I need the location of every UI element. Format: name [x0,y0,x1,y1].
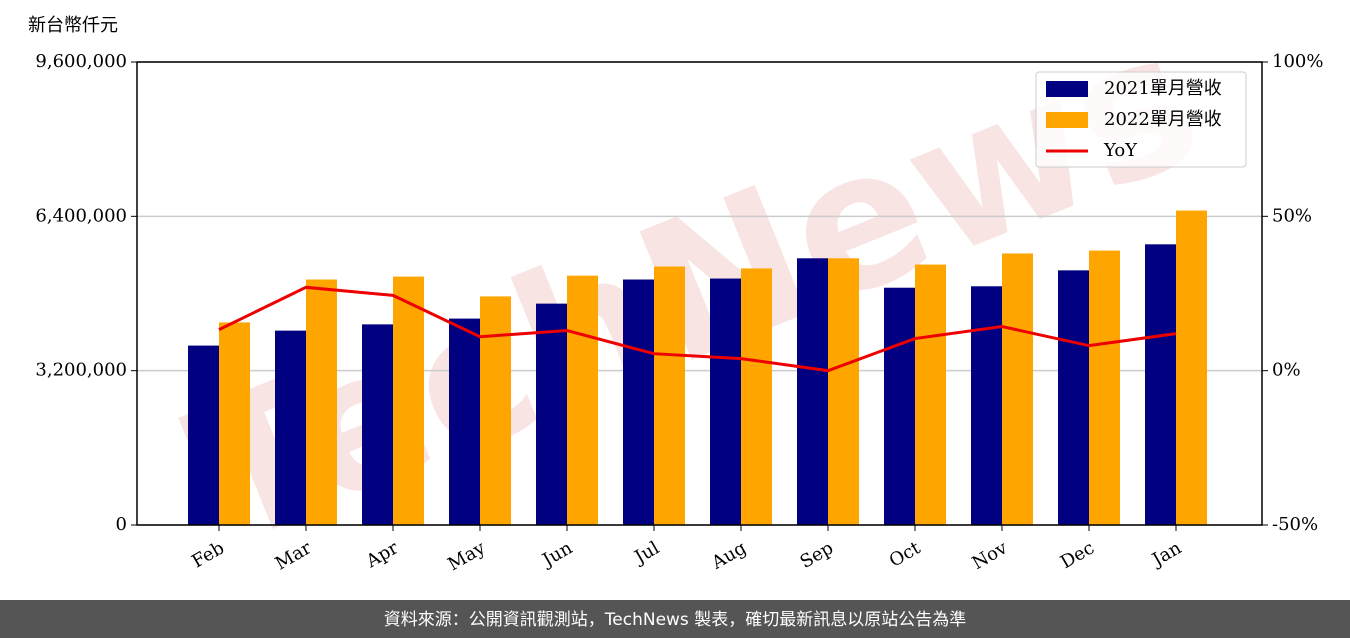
plot-frame [136,61,1263,526]
bar [1058,270,1089,525]
legend-label: 2022單月營收 [1104,109,1222,130]
x-tick-label: Jul [629,537,663,569]
legend-swatch [1046,112,1088,128]
legend-label: 2021單月營收 [1104,78,1222,99]
bar [393,276,424,525]
bar [884,287,915,525]
x-tick-label: Feb [188,537,228,572]
bar [219,322,250,525]
y-tick-label: 9,600,000 [35,51,127,72]
legend-label: YoY [1103,140,1138,161]
x-tick-label: Jun [537,537,576,572]
bar [1002,253,1033,525]
y2-tick-label: 100% [1272,51,1323,72]
bar [710,278,741,525]
bar [623,279,654,525]
legend-box [1035,71,1247,168]
x-tick-label: Aug [707,537,750,574]
yoy-line [218,285,1177,373]
x-tick-label: Oct [886,537,925,572]
footer-bar [0,600,1350,638]
y-tick-label: 0 [116,514,127,535]
bar [362,324,393,525]
bar [828,258,859,525]
bar [567,275,598,525]
y2-tick-label: 0% [1272,360,1301,381]
bar [480,296,511,525]
x-tick-label: Nov [969,537,1012,574]
x-tick-label: Dec [1057,537,1098,573]
bar [1176,210,1207,525]
y-tick-label: 3,200,000 [35,360,127,381]
y-tick-label: 6,400,000 [35,205,127,226]
legend-swatch [1046,81,1088,97]
bar [915,264,946,525]
source-note: 資料來源：公開資訊觀測站，TechNews 製表，確切最新訊息以原站公告為準 [384,610,966,630]
y2-tick-label: 50% [1272,205,1312,226]
bar [536,303,567,525]
bar [275,330,306,525]
bar [971,286,1002,525]
y2-tick-label: -50% [1272,514,1318,535]
bar [1145,244,1176,525]
bar [449,318,480,525]
x-tick-label: Apr [362,537,402,572]
bar [188,345,219,525]
y-axis-label: 新台幣仟元 [28,15,118,36]
bar [797,258,828,525]
bar [654,266,685,525]
bar [306,279,337,525]
bar [741,268,772,525]
bar [1089,250,1120,525]
x-tick-label: May [444,537,489,575]
x-tick-label: Jan [1147,537,1185,571]
x-tick-label: Sep [797,537,837,572]
